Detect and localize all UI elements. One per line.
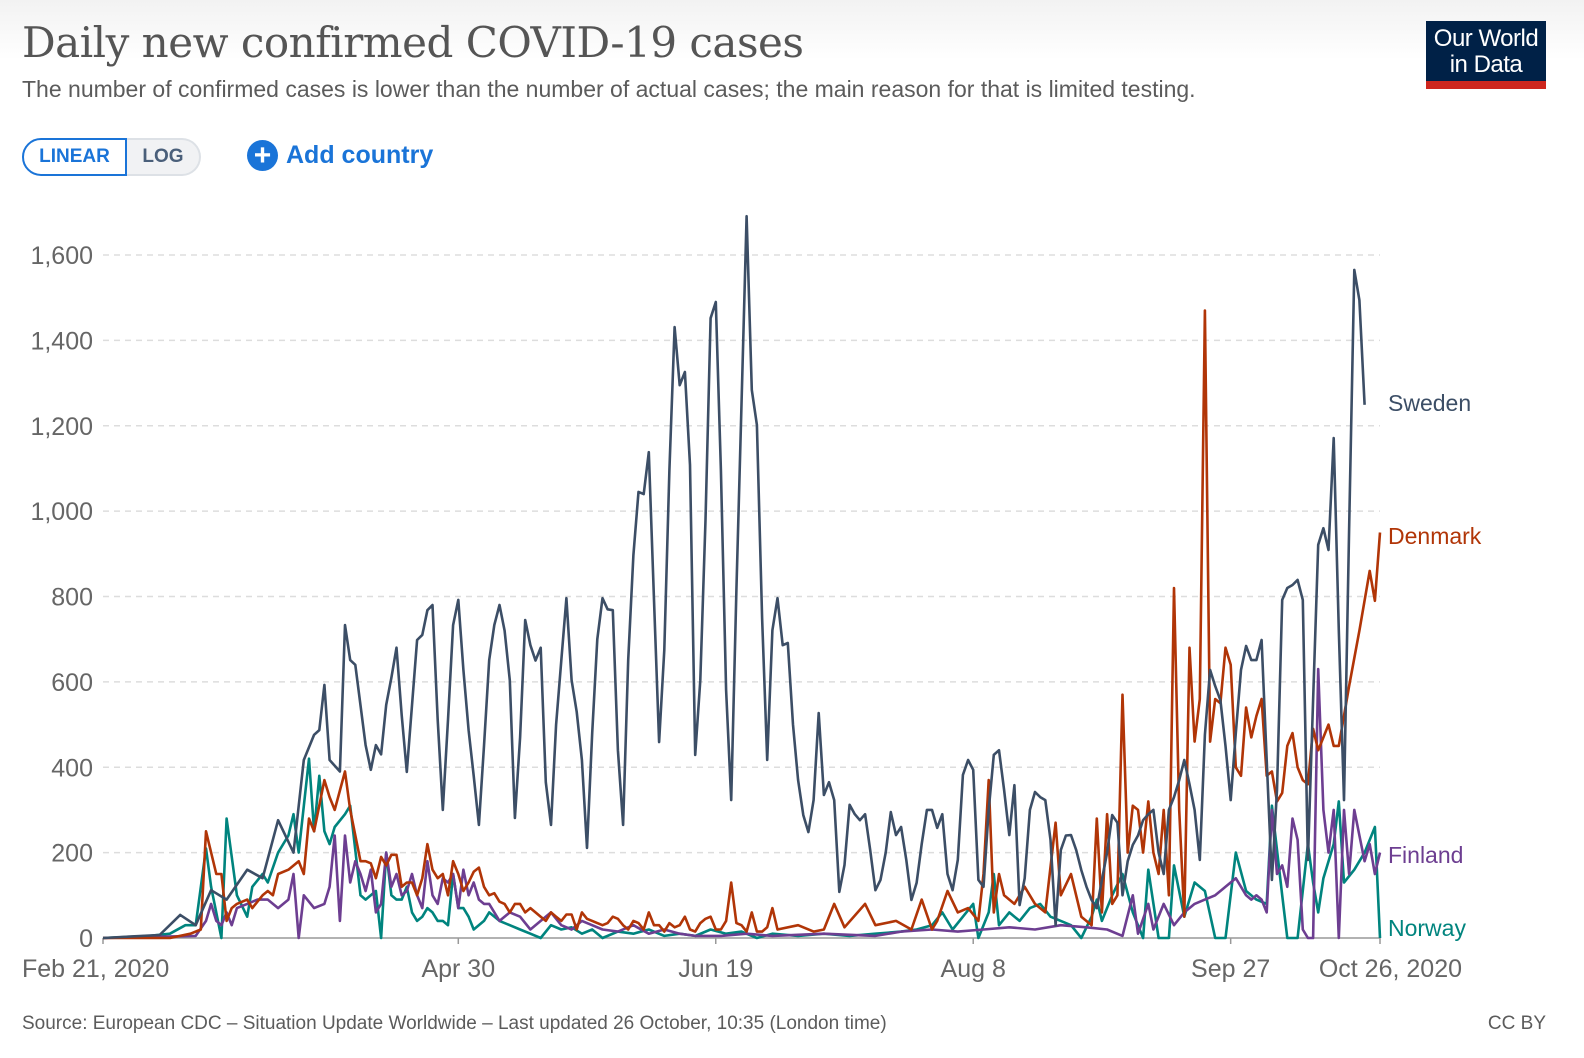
x-tick-label: Sep 27 (1191, 955, 1270, 983)
license-link[interactable]: CC BY (1487, 1013, 1546, 1034)
y-tick-label: 1,200 (30, 413, 93, 441)
chart-title: Daily new confirmed COVID-19 cases (22, 18, 804, 67)
plus-circle-icon: + (247, 140, 278, 171)
y-axis-tick-labels: 0 200 400 600 800 1,000 1,200 1,400 1,600 (30, 242, 93, 953)
x-tick-label: Apr 30 (421, 955, 495, 983)
x-tick-label: Oct 26, 2020 (1319, 955, 1462, 983)
add-country-button[interactable]: + Add country (247, 140, 433, 171)
chart-subtitle: The number of confirmed cases is lower t… (22, 76, 1196, 102)
series-line-finland (102, 667, 1382, 940)
series-label-denmark: Denmark (1388, 523, 1482, 549)
line-chart: 0 200 400 600 800 1,000 1,200 1,400 1,600 Feb 21… (22, 214, 1482, 983)
series-line-sweden (102, 214, 1366, 940)
y-tick-label: 600 (51, 669, 93, 697)
series-lines (102, 214, 1382, 940)
x-tick-label: Feb 21, 2020 (22, 955, 169, 983)
series-labels: Norway Finland Denmark Sweden (1388, 390, 1482, 941)
series-line-norway (102, 757, 1382, 940)
y-tick-label: 400 (51, 754, 93, 782)
y-tick-label: 0 (79, 925, 93, 953)
x-tick-label: Jun 19 (678, 955, 753, 983)
y-tick-label: 800 (51, 584, 93, 612)
source-note: Source: European CDC – Situation Update … (22, 1013, 887, 1034)
series-label-finland: Finland (1388, 842, 1463, 868)
logo-text: Our World in Data (1433, 25, 1539, 78)
add-country-label: Add country (286, 141, 434, 169)
y-tick-label: 200 (51, 840, 93, 868)
x-axis-tick-labels: Feb 21, 2020 Apr 30 Jun 19 Aug 8 Sep 27 Oct 2… (22, 955, 1462, 983)
series-label-sweden: Sweden (1388, 390, 1471, 416)
y-tick-label: 1,600 (30, 242, 93, 270)
series-label-norway: Norway (1388, 915, 1466, 941)
y-tick-label: 1,000 (30, 498, 93, 526)
linear-scale-button[interactable]: LINEAR (22, 138, 127, 176)
y-tick-label: 1,400 (30, 327, 93, 355)
owid-logo[interactable]: Our World in Data (1426, 21, 1546, 89)
series-line-denmark (103, 309, 1382, 940)
log-scale-button[interactable]: LOG (127, 138, 201, 176)
scale-toggle: LINEAR LOG (22, 138, 201, 176)
x-tick-label: Aug 8 (941, 955, 1006, 983)
